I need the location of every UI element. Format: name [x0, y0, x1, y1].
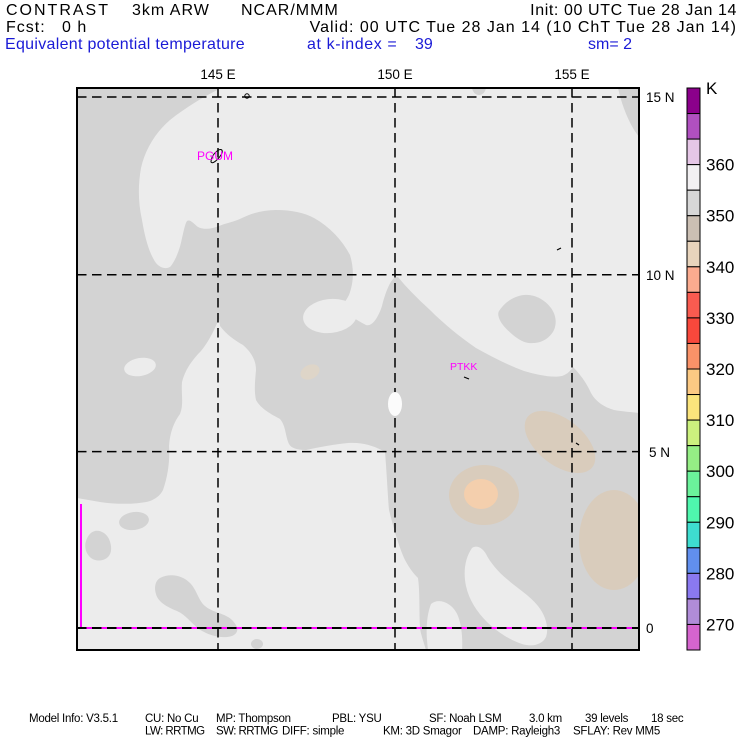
svg-text:150 E: 150 E: [377, 67, 412, 82]
svg-text:Fcst:: Fcst:: [6, 19, 46, 36]
svg-text:PBL: YSU: PBL: YSU: [332, 713, 382, 725]
svg-text:3.0 km: 3.0 km: [529, 713, 562, 725]
svg-text:CU: No Cu: CU: No Cu: [145, 713, 198, 725]
svg-text:320: 320: [706, 360, 734, 379]
svg-text:SFLAY: Rev MM5: SFLAY: Rev MM5: [573, 726, 660, 738]
svg-text:Init: 00 UTC Tue 28 Jan 14: Init: 00 UTC Tue 28 Jan 14: [530, 2, 737, 19]
svg-text:39: 39: [415, 36, 433, 53]
svg-text:145 E: 145 E: [200, 67, 235, 82]
svg-text:PGUM: PGUM: [197, 149, 233, 163]
svg-text:3km ARW: 3km ARW: [132, 2, 210, 19]
svg-text:155 E: 155 E: [554, 67, 589, 82]
svg-text:340: 340: [706, 258, 734, 277]
svg-text:LW: RRTMG: LW: RRTMG: [145, 726, 205, 738]
svg-text:NCAR/MMM: NCAR/MMM: [241, 2, 339, 19]
svg-text:KM: 3D Smagor: KM: 3D Smagor: [383, 726, 462, 738]
svg-text:10 N: 10 N: [646, 268, 675, 283]
svg-text:CONTRAST: CONTRAST: [6, 2, 110, 19]
svg-text:Model Info: V3.5.1: Model Info: V3.5.1: [29, 713, 118, 725]
svg-text:270: 270: [706, 616, 734, 635]
svg-text:0: 0: [646, 621, 654, 636]
svg-text:280: 280: [706, 564, 734, 583]
svg-text:Equivalent potential temperatu: Equivalent potential temperature: [5, 36, 245, 53]
svg-text:sm= 2: sm= 2: [588, 36, 632, 53]
svg-text:MP: Thompson: MP: Thompson: [216, 713, 291, 725]
svg-text:Valid: 00 UTC Tue 28 Jan 14 (1: Valid: 00 UTC Tue 28 Jan 14 (10 ChT Tue …: [310, 19, 737, 36]
svg-text:18 sec: 18 sec: [651, 713, 684, 725]
svg-text:PTKK: PTKK: [450, 361, 477, 373]
svg-text:290: 290: [706, 513, 734, 532]
svg-text:0 h: 0 h: [62, 19, 87, 36]
svg-text:DAMP: Rayleigh3: DAMP: Rayleigh3: [473, 726, 560, 738]
svg-text:SF: Noah LSM: SF: Noah LSM: [429, 713, 501, 725]
svg-text:K: K: [706, 79, 718, 98]
svg-text:310: 310: [706, 411, 734, 430]
svg-text:at k-index =: at k-index =: [307, 36, 397, 53]
svg-text:SW: RRTMG: SW: RRTMG: [216, 726, 278, 738]
svg-text:15 N: 15 N: [646, 90, 675, 105]
svg-text:300: 300: [706, 462, 734, 481]
svg-text:5 N: 5 N: [649, 445, 670, 460]
svg-text:360: 360: [706, 156, 734, 175]
svg-text:39 levels: 39 levels: [585, 713, 629, 725]
svg-text:330: 330: [706, 309, 734, 328]
svg-text:350: 350: [706, 207, 734, 226]
svg-text:DIFF: simple: DIFF: simple: [282, 726, 344, 738]
